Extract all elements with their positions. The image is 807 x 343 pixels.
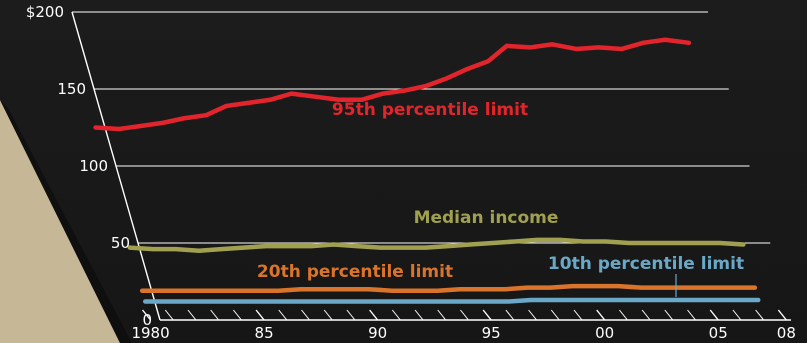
series-label-3: 10th percentile limit (548, 254, 744, 274)
x-tick-mark-1987 (301, 309, 310, 321)
series-line-3 (143, 297, 761, 304)
x-tick-mark-1991 (391, 309, 401, 321)
x-tick-mark-1990 (369, 309, 379, 321)
x-tick-mark-1981 (164, 309, 174, 321)
x-tick-mark-2003 (664, 309, 674, 321)
x-tick-mark-1995 (482, 309, 492, 321)
x-tick-mark-1982 (187, 309, 197, 321)
series-line-2 (139, 283, 758, 293)
x-tick-label-5: 05 (709, 324, 728, 342)
x-tick-mark-1994 (460, 309, 469, 321)
axes: 0 50 100 150 $200 1980 85 90 95 00 05 08 (26, 3, 796, 342)
series-label-2: 20th percentile limit (257, 262, 453, 282)
x-tick-mark-1992 (414, 309, 424, 321)
y-tick-label-4: $200 (26, 3, 64, 21)
x-tick-label-2: 90 (368, 324, 387, 342)
x-tick-mark-2006 (732, 309, 742, 321)
x-tick-mark-2005 (709, 309, 719, 321)
x-tick-mark-1985 (255, 309, 265, 321)
x-tick-mark-1984 (232, 309, 242, 321)
x-tick-mark-1980 (141, 309, 152, 321)
x-tick-mark-1996 (505, 309, 515, 321)
x-tick-mark-1988 (323, 309, 333, 321)
y-tick-label-2: 100 (79, 157, 108, 175)
series-label-0: 95th percentile limit (332, 100, 528, 120)
x-tick-mark-2001 (619, 309, 628, 321)
x-tick-mark-1983 (210, 309, 220, 321)
x-tick-mark-1997 (528, 309, 537, 321)
x-tick-mark-1993 (437, 309, 447, 321)
x-tick-mark-1986 (278, 309, 288, 321)
x-tick-mark-2002 (641, 309, 651, 321)
series-label-1: Median income (414, 208, 559, 228)
x-tick-mark-2004 (687, 309, 696, 321)
x-tick-mark-2000 (596, 309, 606, 321)
y-tick-label-3: 150 (57, 80, 86, 98)
series-line-0 (93, 37, 692, 132)
x-tick-mark-1999 (573, 309, 583, 321)
series-line-1 (127, 237, 746, 253)
labels: 95th percentile limit Median income 20th p… (257, 100, 744, 297)
x-tick-label-4: 00 (595, 324, 614, 342)
x-tick-mark-1989 (346, 309, 356, 321)
y-tick-label-1: 50 (111, 234, 130, 252)
x-tick-label-1: 85 (255, 324, 274, 342)
y-tick-label-0: 0 (142, 311, 152, 329)
x-tick-mark-2008 (777, 309, 787, 321)
x-tick-mark-2007 (755, 309, 765, 321)
x-tick-label-3: 95 (482, 324, 501, 342)
x-tick-mark-1998 (550, 309, 560, 321)
y-axis-line (71, 11, 161, 321)
x-tick-label-0: 1980 (131, 324, 169, 342)
x-tick-label-6: 08 (777, 324, 796, 342)
paper-shadow (0, 100, 132, 343)
series-lines (93, 37, 761, 304)
